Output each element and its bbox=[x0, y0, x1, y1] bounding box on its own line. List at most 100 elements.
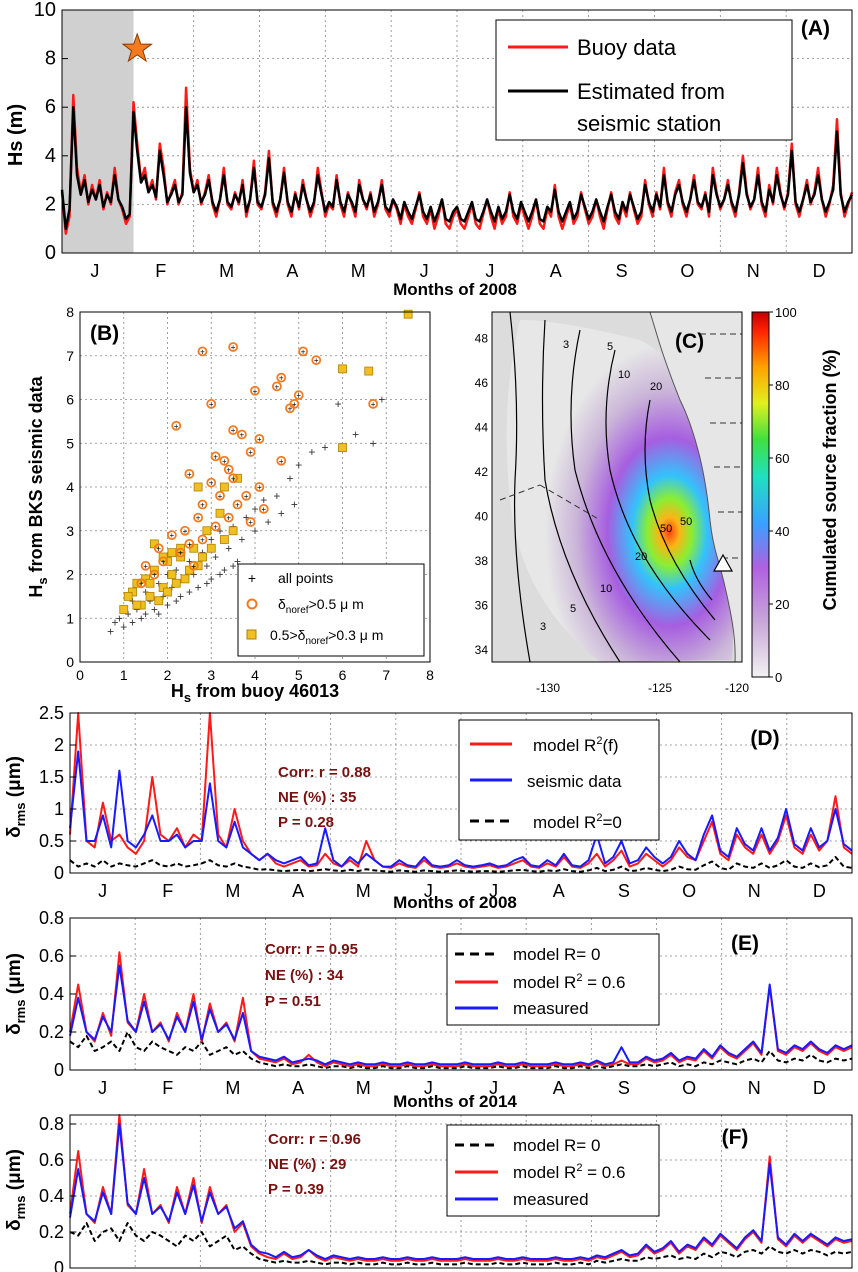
scatter-point-orange bbox=[180, 525, 190, 536]
scatter-point-all: + bbox=[164, 598, 171, 612]
scatter-point-gold bbox=[180, 574, 190, 584]
scatter-point-gold bbox=[364, 366, 374, 376]
series-line bbox=[69, 750, 853, 868]
y-tick-label: 44 bbox=[475, 421, 489, 435]
panel-f-yticks: 0 0.2 0.4 0.6 0.8 bbox=[39, 1114, 76, 1272]
scatter-point-orange bbox=[206, 398, 217, 409]
y-tick-label: 1 bbox=[54, 799, 64, 819]
scatter-point-orange-center: + bbox=[187, 540, 192, 549]
scatter-point-all: + bbox=[370, 436, 377, 450]
y-tick-label: 10 bbox=[34, 0, 56, 21]
panel-e: 0 0.2 0.4 0.6 0.8 J F M A M J J A S O N D δrms (μm) Mon… bbox=[4, 908, 853, 1111]
y-tick-label: 0 bbox=[66, 654, 74, 670]
month-label: J bbox=[489, 881, 498, 901]
x-tick-label: 5 bbox=[295, 667, 303, 683]
scatter-point-orange bbox=[197, 534, 208, 545]
scatter-point-all: + bbox=[177, 589, 184, 603]
y-tick-label: 40 bbox=[475, 510, 489, 524]
scatter-point-orange-center: + bbox=[187, 470, 192, 479]
scatter-point-orange-center: + bbox=[170, 531, 175, 540]
series-line bbox=[60, 105, 854, 230]
legend-f-model: model R2 = 0.6 bbox=[513, 1162, 625, 1182]
scatter-point-all: + bbox=[208, 572, 215, 586]
scatter-point-all: + bbox=[225, 541, 232, 555]
x-tick-label: 1 bbox=[120, 667, 128, 683]
x-tick-label: -130 bbox=[536, 681, 560, 695]
y-tick-label: 7 bbox=[66, 348, 74, 364]
scatter-point-gold bbox=[167, 548, 177, 558]
scatter-point-orange bbox=[293, 390, 304, 401]
scatter-point-orange bbox=[197, 499, 208, 510]
scatter-point-all: + bbox=[260, 493, 267, 507]
panel-b-xlabel: Hs from buoy 46013 bbox=[171, 681, 339, 705]
y-tick-label: 8 bbox=[45, 48, 56, 70]
scatter-point-orange bbox=[271, 381, 282, 392]
panel-a: 0 2 4 6 8 10 J F M A M J J A S O N D Hs (m) Months of 20… bbox=[5, 0, 854, 299]
panel-f-label: (F) bbox=[722, 1126, 749, 1149]
star-marker bbox=[121, 32, 153, 63]
scatter-point-all: + bbox=[321, 441, 328, 455]
y-tick-label: 38 bbox=[475, 554, 489, 568]
scatter-point-orange-center: + bbox=[174, 422, 179, 431]
scatter-point-orange bbox=[149, 569, 160, 580]
scatter-point-gold bbox=[338, 443, 347, 453]
scatter-point-orange bbox=[250, 385, 260, 396]
scatter-point-all: + bbox=[278, 506, 285, 520]
colorbar-tick-label: 20 bbox=[775, 597, 789, 612]
scatter-point-orange-center: + bbox=[314, 356, 319, 365]
series-line bbox=[69, 712, 853, 869]
scatter-point-orange bbox=[368, 398, 379, 409]
scatter-point-orange-center: + bbox=[296, 391, 301, 400]
x-tick-label: -120 bbox=[725, 681, 749, 695]
month-label: S bbox=[618, 881, 630, 901]
x-tick-label: 2 bbox=[164, 667, 172, 683]
scatter-point-orange-center: + bbox=[161, 557, 166, 566]
y-tick-label: 2 bbox=[45, 193, 56, 215]
legend-d-seismic: seismic data bbox=[527, 772, 622, 791]
scatter-point-orange-center: + bbox=[288, 404, 293, 413]
month-label: M bbox=[225, 1078, 240, 1098]
scatter-point-orange-center: + bbox=[244, 492, 249, 501]
y-tick-label: 6 bbox=[45, 96, 56, 118]
svg-text:Corr: r = 0.95: Corr: r = 0.95 bbox=[265, 941, 358, 958]
scatter-point-orange-center: + bbox=[231, 343, 236, 352]
month-label: J bbox=[489, 1078, 498, 1098]
svg-text:Corr: r = 0.96: Corr: r = 0.96 bbox=[268, 1131, 361, 1148]
scatter-point-orange bbox=[140, 560, 151, 571]
y-tick-label: 0.5 bbox=[39, 831, 64, 851]
scatter-point-orange-center: + bbox=[213, 452, 218, 461]
y-tick-label: 2 bbox=[54, 735, 64, 755]
colorbar bbox=[751, 311, 770, 678]
legend-e-measured: measured bbox=[513, 999, 589, 1018]
svg-text:NE (%) : 29: NE (%) : 29 bbox=[268, 1156, 346, 1173]
scatter-point-gold bbox=[219, 482, 229, 492]
svg-text:3: 3 bbox=[563, 339, 569, 351]
y-tick-label: 4 bbox=[66, 479, 74, 495]
panel-b-points: ++++++ ++++ +++++++++++++++++ +++++++ + ++ +++… bbox=[107, 309, 413, 638]
scatter-point-all: + bbox=[352, 428, 359, 442]
scatter-point-gold bbox=[167, 570, 177, 579]
legend-buoy: Buoy data bbox=[577, 35, 677, 60]
panel-f-stats: Corr: r = 0.96 NE (%) : 29 P = 0.39 bbox=[268, 1131, 361, 1198]
scatter-point-all: + bbox=[230, 559, 237, 573]
panel-b-frame bbox=[79, 311, 431, 663]
scatter-point-orange-center: + bbox=[371, 400, 376, 409]
y-tick-label: 0.4 bbox=[39, 1186, 64, 1206]
scatter-point-all: + bbox=[243, 511, 250, 525]
scatter-point-orange bbox=[245, 447, 256, 457]
y-tick-label: 2.5 bbox=[39, 703, 64, 723]
scatter-point-orange-center: + bbox=[301, 347, 306, 356]
scatter-point-gold bbox=[215, 508, 225, 518]
panel-a-ylabel: Hs (m) bbox=[5, 104, 27, 166]
month-label: N bbox=[748, 881, 761, 901]
scatter-point-orange-center: + bbox=[218, 492, 223, 501]
svg-text:50: 50 bbox=[660, 523, 672, 535]
svg-text:10: 10 bbox=[618, 369, 630, 381]
y-tick-label: 0 bbox=[54, 1258, 64, 1272]
scatter-point-orange bbox=[188, 560, 199, 571]
panel-a-xlabel: Months of 2008 bbox=[393, 280, 517, 299]
legend-all-points: all points bbox=[278, 570, 333, 586]
scatter-point-orange-center: + bbox=[226, 466, 231, 475]
scatter-point-orange bbox=[184, 538, 195, 549]
